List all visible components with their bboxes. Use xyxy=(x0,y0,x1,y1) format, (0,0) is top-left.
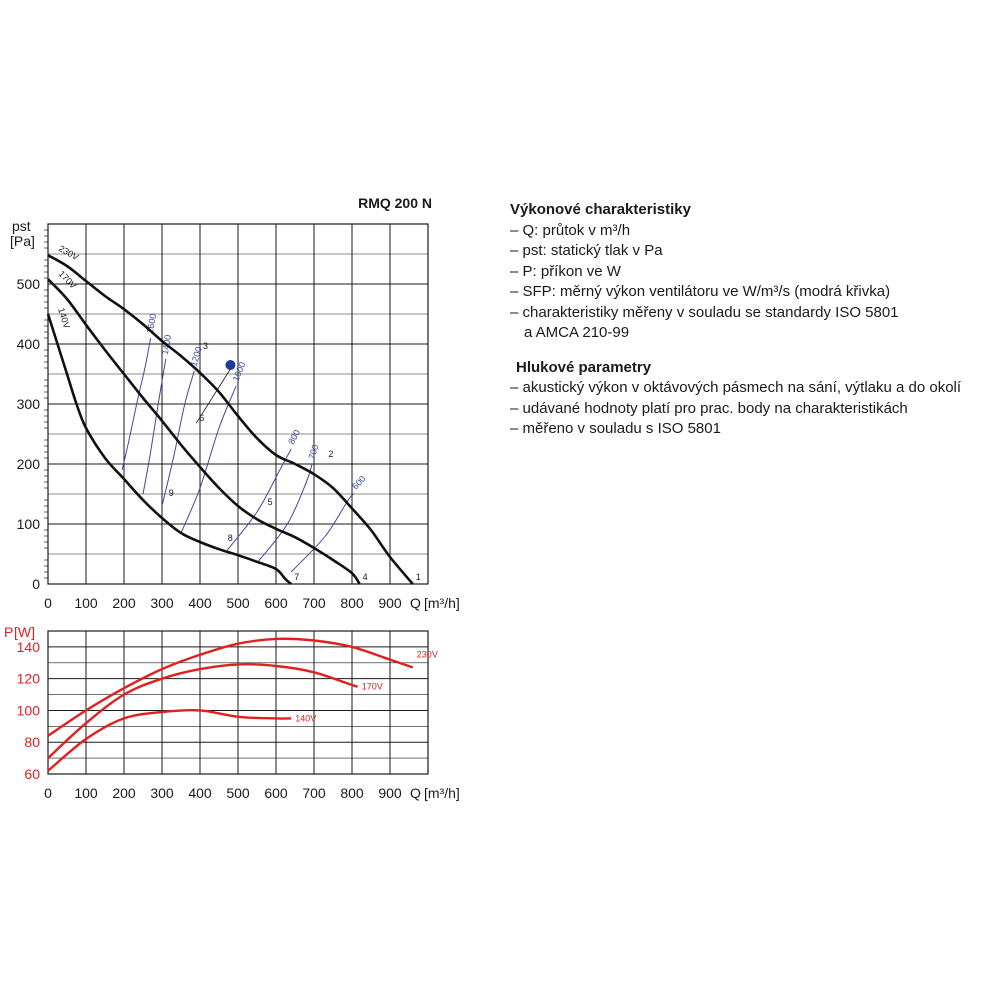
power-y-tick-label: 60 xyxy=(24,766,40,782)
power-curve-label: 170V xyxy=(362,682,383,692)
y-tick-label: 200 xyxy=(17,456,41,472)
power-curves: 230V 170V 140V xyxy=(47,637,438,772)
power-y-tick-label: 120 xyxy=(17,671,41,687)
y-tick-label: 400 xyxy=(17,336,41,352)
power-x-tick-label: 700 xyxy=(302,785,326,801)
x-tick-label: 700 xyxy=(302,595,326,611)
sfp-curve-700 xyxy=(256,463,313,564)
y-tick-label: 100 xyxy=(17,516,41,532)
operating-point-label: 8 xyxy=(228,533,233,543)
performance-item: – pst: statický tlak v Pa xyxy=(510,242,663,259)
power-curve-label: 230V xyxy=(417,650,438,660)
noise-item: – měřeno v souladu s ISO 5801 xyxy=(510,420,721,437)
fan-curve-170V xyxy=(47,278,361,585)
performance-item: – SFP: měrný výkon ventilátoru ve W/m³/s… xyxy=(510,283,891,300)
noise-list: – akustický výkon v oktávových pásmech n… xyxy=(510,378,990,440)
operating-point-label: 6 xyxy=(199,413,204,423)
power-curve-label: 140V xyxy=(295,713,316,723)
x-tick-label: 200 xyxy=(112,595,136,611)
y-axis-unit: [Pa] xyxy=(10,233,35,249)
fan-curve-label: 140V xyxy=(56,307,72,330)
operating-point-label: 5 xyxy=(268,497,273,507)
x-tick-label: 300 xyxy=(150,595,174,611)
operating-point-label: 4 xyxy=(363,572,368,582)
operating-point-marker xyxy=(225,360,236,370)
x-axis-label: Q xyxy=(410,595,421,611)
pressure-chart: RMQ 200 N pst [Pa] 160014001200100080070… xyxy=(10,195,460,611)
performance-item: – charakteristiky měřeny v souladu se st… xyxy=(510,303,899,321)
power-x-tick-label: 0 xyxy=(44,785,52,801)
sfp-curve-800 xyxy=(226,448,292,552)
sfp-label: 600 xyxy=(350,474,368,492)
performance-item: – P: příkon ve W xyxy=(510,262,621,280)
power-y-tick-label: 80 xyxy=(24,734,40,750)
x-axis-unit: [m³/h] xyxy=(424,595,460,611)
sfp-curve-1400 xyxy=(142,358,167,495)
y-tick-label: 0 xyxy=(32,576,40,592)
performance-item: a AMCA 210-99 xyxy=(524,324,630,341)
power-x-tick-labels: 0 100 200 300 400 500 600 700 800 900 xyxy=(44,785,402,801)
performance-item: – Q: průtok v m³/h xyxy=(510,221,631,239)
sfp-curve-1000 xyxy=(180,385,237,534)
power-y-tick-label: 100 xyxy=(17,702,41,718)
operating-point-label: 7 xyxy=(294,572,299,582)
power-x-axis-unit: [m³/h] xyxy=(424,785,460,801)
power-x-tick-label: 900 xyxy=(378,785,402,801)
power-y-tick-label: 140 xyxy=(17,639,41,655)
power-y-axis-label: P xyxy=(4,624,13,640)
sfp-curve-600 xyxy=(290,493,355,573)
power-y-tick-labels: 60 80 100 120 140 xyxy=(17,639,41,782)
fan-curve-140V xyxy=(46,313,293,585)
noise-item: – udávané hodnoty platí pro prac. body n… xyxy=(510,399,908,417)
operating-point-label: 2 xyxy=(328,449,333,459)
x-tick-label: 400 xyxy=(188,595,212,611)
operating-points: 1 2 3 4 5 6 7 8 9 xyxy=(169,341,421,582)
marker-leader xyxy=(195,368,231,424)
sfp-label: 700 xyxy=(306,443,320,460)
power-x-tick-label: 100 xyxy=(74,785,98,801)
performance-list: – Q: průtok v m³/h – pst: statický tlak … xyxy=(510,221,990,344)
y-tick-label: 500 xyxy=(17,276,41,292)
x-tick-labels: 0 100 200 300 400 500 600 700 800 900 xyxy=(44,595,402,611)
operating-point-label: 3 xyxy=(203,341,208,351)
power-x-axis-label: Q xyxy=(410,785,421,801)
y-tick-labels: 0 100 200 300 400 500 xyxy=(17,276,41,592)
y-tick-label: 300 xyxy=(17,396,41,412)
power-x-tick-label: 300 xyxy=(150,785,174,801)
x-tick-label: 500 xyxy=(226,595,250,611)
power-curve-170V xyxy=(47,663,359,759)
x-tick-label: 100 xyxy=(74,595,98,611)
power-x-tick-label: 600 xyxy=(264,785,288,801)
power-y-axis-unit: [W] xyxy=(14,624,35,640)
operating-point-label: 1 xyxy=(416,572,421,582)
power-curve-230V xyxy=(47,637,414,737)
power-grid xyxy=(47,630,429,775)
noise-heading: Hlukové parametry xyxy=(516,358,652,376)
x-tick-label: 600 xyxy=(264,595,288,611)
y-axis-label: pst xyxy=(12,218,31,234)
legend-panel: Výkonové charakteristiky – Q: průtok v m… xyxy=(510,200,990,440)
fan-curve-label: 230V xyxy=(57,243,80,262)
chart-title: RMQ 200 N xyxy=(358,195,432,211)
x-tick-label: 900 xyxy=(378,595,402,611)
fan-curve-230V xyxy=(47,254,414,585)
x-tick-label: 0 xyxy=(44,595,52,611)
power-chart: P [W] 230V 170V 140V 0 100 200 300 400 500 600 70… xyxy=(4,624,460,801)
performance-heading: Výkonové charakteristiky xyxy=(510,201,691,218)
noise-item: – akustický výkon v oktávových pásmech n… xyxy=(510,379,962,396)
x-tick-label: 800 xyxy=(340,595,364,611)
power-x-tick-label: 500 xyxy=(226,785,250,801)
power-x-tick-label: 400 xyxy=(188,785,212,801)
power-curve-140V xyxy=(47,708,292,772)
sfp-label: 800 xyxy=(286,428,302,446)
power-x-tick-label: 800 xyxy=(340,785,364,801)
sfp-curve-1200 xyxy=(161,370,195,507)
operating-point-label: 9 xyxy=(169,488,174,498)
power-x-tick-label: 200 xyxy=(112,785,136,801)
sfp-curve-1600 xyxy=(121,337,152,471)
